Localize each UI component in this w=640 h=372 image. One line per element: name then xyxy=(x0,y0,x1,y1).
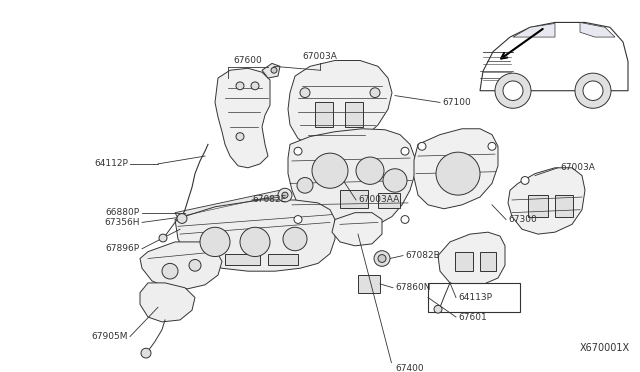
Polygon shape xyxy=(480,22,628,91)
Circle shape xyxy=(436,152,480,195)
Circle shape xyxy=(583,81,603,100)
Text: X670001X: X670001X xyxy=(580,343,630,353)
Bar xyxy=(345,102,363,127)
Bar xyxy=(228,52,268,65)
Text: 67896P: 67896P xyxy=(106,244,140,253)
Text: 67100: 67100 xyxy=(442,98,471,107)
Circle shape xyxy=(488,142,496,150)
Text: 66880P: 66880P xyxy=(106,208,140,217)
Bar xyxy=(480,252,496,271)
Circle shape xyxy=(162,263,178,279)
Bar xyxy=(358,275,380,293)
Text: 67003A: 67003A xyxy=(303,52,337,61)
Text: 67600: 67600 xyxy=(234,56,262,65)
Circle shape xyxy=(495,73,531,108)
Bar xyxy=(225,254,260,265)
Circle shape xyxy=(297,177,313,193)
Circle shape xyxy=(378,254,386,262)
Circle shape xyxy=(434,305,442,313)
Polygon shape xyxy=(215,68,270,168)
Polygon shape xyxy=(414,129,498,209)
Circle shape xyxy=(141,348,151,358)
Polygon shape xyxy=(140,283,195,322)
Polygon shape xyxy=(580,22,615,37)
Text: 67356H: 67356H xyxy=(104,218,140,227)
Circle shape xyxy=(240,227,270,257)
Circle shape xyxy=(312,153,348,188)
Text: 64112P: 64112P xyxy=(94,159,128,169)
Bar xyxy=(555,195,573,217)
Text: 67905M: 67905M xyxy=(92,332,128,341)
Circle shape xyxy=(401,147,409,155)
Circle shape xyxy=(383,169,407,192)
Bar xyxy=(528,195,548,217)
Text: 67082B: 67082B xyxy=(405,251,440,260)
Bar xyxy=(315,102,333,127)
Circle shape xyxy=(521,177,529,185)
Text: 67082E: 67082E xyxy=(252,195,286,205)
Circle shape xyxy=(300,88,310,97)
Circle shape xyxy=(294,147,302,155)
Circle shape xyxy=(401,216,409,223)
Circle shape xyxy=(278,188,292,202)
Bar xyxy=(455,252,473,271)
Polygon shape xyxy=(288,129,415,230)
Circle shape xyxy=(575,73,611,108)
Bar xyxy=(268,254,298,265)
Bar xyxy=(428,283,520,312)
Circle shape xyxy=(418,142,426,150)
Polygon shape xyxy=(140,242,222,289)
Polygon shape xyxy=(288,61,392,148)
Bar xyxy=(340,190,368,208)
Text: 67601: 67601 xyxy=(458,312,487,321)
Circle shape xyxy=(282,192,288,198)
Circle shape xyxy=(356,157,384,185)
Text: 67003AA: 67003AA xyxy=(358,195,399,205)
Circle shape xyxy=(159,234,167,242)
Text: 67860N: 67860N xyxy=(395,283,431,292)
Circle shape xyxy=(236,133,244,141)
Circle shape xyxy=(503,81,523,100)
Text: 67400: 67400 xyxy=(395,364,424,372)
Text: 64113P: 64113P xyxy=(458,293,492,302)
Circle shape xyxy=(283,227,307,251)
Circle shape xyxy=(370,88,380,97)
Polygon shape xyxy=(438,232,505,287)
Circle shape xyxy=(294,216,302,223)
Circle shape xyxy=(236,82,244,90)
Polygon shape xyxy=(513,23,555,37)
Circle shape xyxy=(200,227,230,257)
Polygon shape xyxy=(175,190,285,222)
Text: 67003A: 67003A xyxy=(560,163,595,172)
Circle shape xyxy=(374,251,390,266)
Text: 67300: 67300 xyxy=(508,215,537,224)
Circle shape xyxy=(189,260,201,271)
Circle shape xyxy=(251,82,259,90)
Polygon shape xyxy=(332,213,382,246)
Circle shape xyxy=(271,67,277,73)
Circle shape xyxy=(177,214,187,223)
Polygon shape xyxy=(508,168,585,234)
Polygon shape xyxy=(262,63,280,78)
Polygon shape xyxy=(175,200,335,271)
Bar xyxy=(378,193,400,208)
